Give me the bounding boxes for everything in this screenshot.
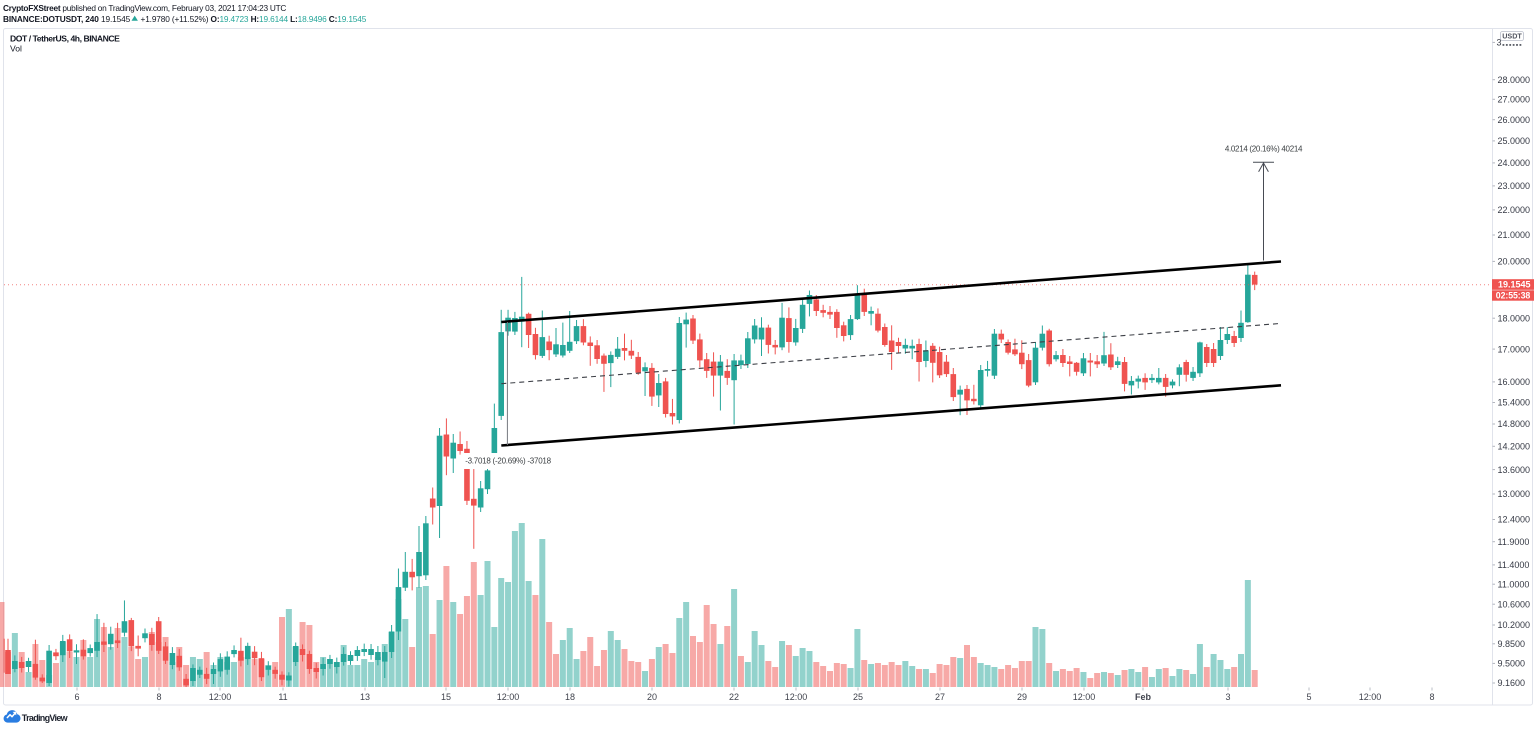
svg-text:11.9000: 11.9000 [1498,537,1530,547]
svg-text:DOT / TetherUS, 4h, BINANCE: DOT / TetherUS, 4h, BINANCE [10,34,120,44]
svg-text:6: 6 [74,692,79,702]
svg-text:25: 25 [853,692,863,702]
svg-text:11.4000: 11.4000 [1498,560,1530,570]
svg-text:14.2000: 14.2000 [1498,442,1531,452]
svg-text:02:55:38: 02:55:38 [1496,290,1531,300]
svg-text:13.0000: 13.0000 [1498,489,1531,499]
svg-text:12:00: 12:00 [209,692,232,702]
svg-text:18: 18 [565,692,575,702]
svg-text:Vol: Vol [10,44,22,54]
svg-text:15: 15 [441,692,451,702]
svg-text:20: 20 [647,692,657,702]
svg-text:4.0214 (20.16%) 40214: 4.0214 (20.16%) 40214 [1225,145,1303,154]
svg-text:9.5000: 9.5000 [1498,659,1526,669]
svg-text:22: 22 [729,692,739,702]
svg-text:18.0000: 18.0000 [1498,313,1531,323]
svg-text:14.8000: 14.8000 [1498,419,1531,429]
svg-text:22.0000: 22.0000 [1498,205,1531,215]
svg-text:3: 3 [1225,692,1230,702]
svg-text:12.4000: 12.4000 [1498,515,1531,525]
svg-text:8: 8 [1429,692,1434,702]
svg-text:29: 29 [1017,692,1027,702]
svg-text:CryptoFXStreet published on Tr: CryptoFXStreet published on TradingView.… [3,3,286,13]
svg-text:5: 5 [1306,692,1311,702]
svg-text:BINANCE:DOTUSDT, 240 19.1545: BINANCE:DOTUSDT, 240 19.1545 [3,14,131,24]
svg-text:12:00: 12:00 [785,692,808,702]
svg-text:23.0000: 23.0000 [1498,181,1531,191]
svg-text:17.0000: 17.0000 [1498,344,1531,354]
svg-text:12:00: 12:00 [1073,692,1096,702]
svg-text:10.2000: 10.2000 [1498,620,1531,630]
svg-text:TradingView: TradingView [22,713,69,723]
svg-text:9.1600: 9.1600 [1498,678,1526,688]
svg-text:11.0000: 11.0000 [1498,579,1530,589]
svg-text:Feb: Feb [1135,692,1152,702]
svg-text:12:00: 12:00 [1359,692,1382,702]
svg-text:21.0000: 21.0000 [1498,230,1531,240]
svg-text:26.0000: 26.0000 [1498,115,1531,125]
svg-text:8: 8 [156,692,161,702]
svg-text:+1.9780 (+11.52%) O:19.4723 H:: +1.9780 (+11.52%) O:19.4723 H:19.6144 L:… [141,14,367,24]
svg-text:9.8500: 9.8500 [1498,639,1526,649]
svg-text:-3.7018 (-20.69%) -37018: -3.7018 (-20.69%) -37018 [465,457,551,466]
svg-text:12:00: 12:00 [497,692,520,702]
svg-text:27.0000: 27.0000 [1498,95,1531,105]
svg-text:10.6000: 10.6000 [1498,599,1531,609]
svg-text:3: 3 [1497,38,1502,48]
svg-text:28.0000: 28.0000 [1498,75,1531,85]
svg-text:13: 13 [360,692,370,702]
svg-text:24.0000: 24.0000 [1498,158,1531,168]
svg-text:19.1545: 19.1545 [1498,280,1531,290]
svg-text:15.4000: 15.4000 [1498,398,1531,408]
svg-text:27: 27 [935,692,945,702]
svg-text:20.0000: 20.0000 [1498,257,1531,267]
svg-text:16.0000: 16.0000 [1498,377,1531,387]
svg-text:25.0000: 25.0000 [1498,136,1531,146]
svg-text:11: 11 [278,692,287,702]
svg-text:13.6000: 13.6000 [1498,465,1531,475]
svg-text:USDT: USDT [1502,32,1522,41]
